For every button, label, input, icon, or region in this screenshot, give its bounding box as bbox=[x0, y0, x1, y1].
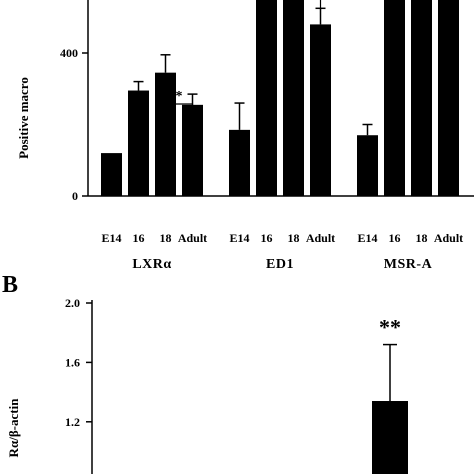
panel-a-y-tick-label: 0 bbox=[72, 189, 78, 203]
panel-a-bar bbox=[283, 0, 304, 196]
panel-b-y-tick-label: 2.0 bbox=[65, 296, 80, 310]
panel-a-bar bbox=[310, 24, 331, 197]
panel-a-bar bbox=[256, 0, 277, 196]
panel-a-y-tick-label: 400 bbox=[60, 46, 78, 60]
panel-a-y-axis-label: Positive macro bbox=[16, 77, 31, 159]
panel-a-group-label: ED1 bbox=[266, 257, 294, 272]
panel-a-category-label: 18 bbox=[288, 231, 300, 245]
panel-a-category-label: 16 bbox=[133, 231, 145, 245]
panel-b-y-tick-label: 1.6 bbox=[65, 355, 80, 369]
panel-a-bar bbox=[438, 0, 459, 196]
panel-a-group-label: MSR-A bbox=[384, 257, 433, 272]
panel-a-group-label: LXRα bbox=[132, 257, 171, 272]
panel-a-bar bbox=[128, 90, 149, 196]
panel-a-bar bbox=[384, 0, 405, 196]
panel-a-bar bbox=[101, 153, 122, 196]
panel-a-bar bbox=[182, 104, 203, 196]
panel-b-y-axis-label: Rα/β-actin bbox=[6, 398, 21, 458]
panel-a-bar bbox=[229, 129, 250, 196]
panel-b: B Rα/β-actin 1.2 1.6 2.0 ** bbox=[2, 272, 408, 474]
panel-a-bar bbox=[411, 0, 432, 197]
panel-a-category-label: 18 bbox=[416, 231, 428, 245]
panel-a-category-label: E14 bbox=[229, 231, 249, 245]
panel-a-category-label: E14 bbox=[101, 231, 121, 245]
panel-a-category-label: 16 bbox=[261, 231, 273, 245]
panel-a-bar bbox=[155, 72, 176, 196]
panel-a-category-label: Adult bbox=[306, 231, 335, 245]
panel-a-category-label: 18 bbox=[160, 231, 172, 245]
panel-a: Positive macro 0400800 E141618AdultE1416… bbox=[16, 0, 474, 272]
panel-b-bar bbox=[372, 401, 408, 474]
panel-a-category-label: 16 bbox=[389, 231, 401, 245]
panel-a-category-label: E14 bbox=[357, 231, 377, 245]
panel-b-significance-marker: ** bbox=[379, 315, 401, 340]
panel-b-label: B bbox=[2, 272, 18, 298]
panel-a-category-label: Adult bbox=[178, 231, 207, 245]
panel-a-significance-marker: * bbox=[176, 89, 183, 104]
panel-a-bar bbox=[357, 135, 378, 196]
panel-b-y-tick-label: 1.2 bbox=[65, 415, 80, 429]
panel-a-category-label: Adult bbox=[434, 231, 463, 245]
